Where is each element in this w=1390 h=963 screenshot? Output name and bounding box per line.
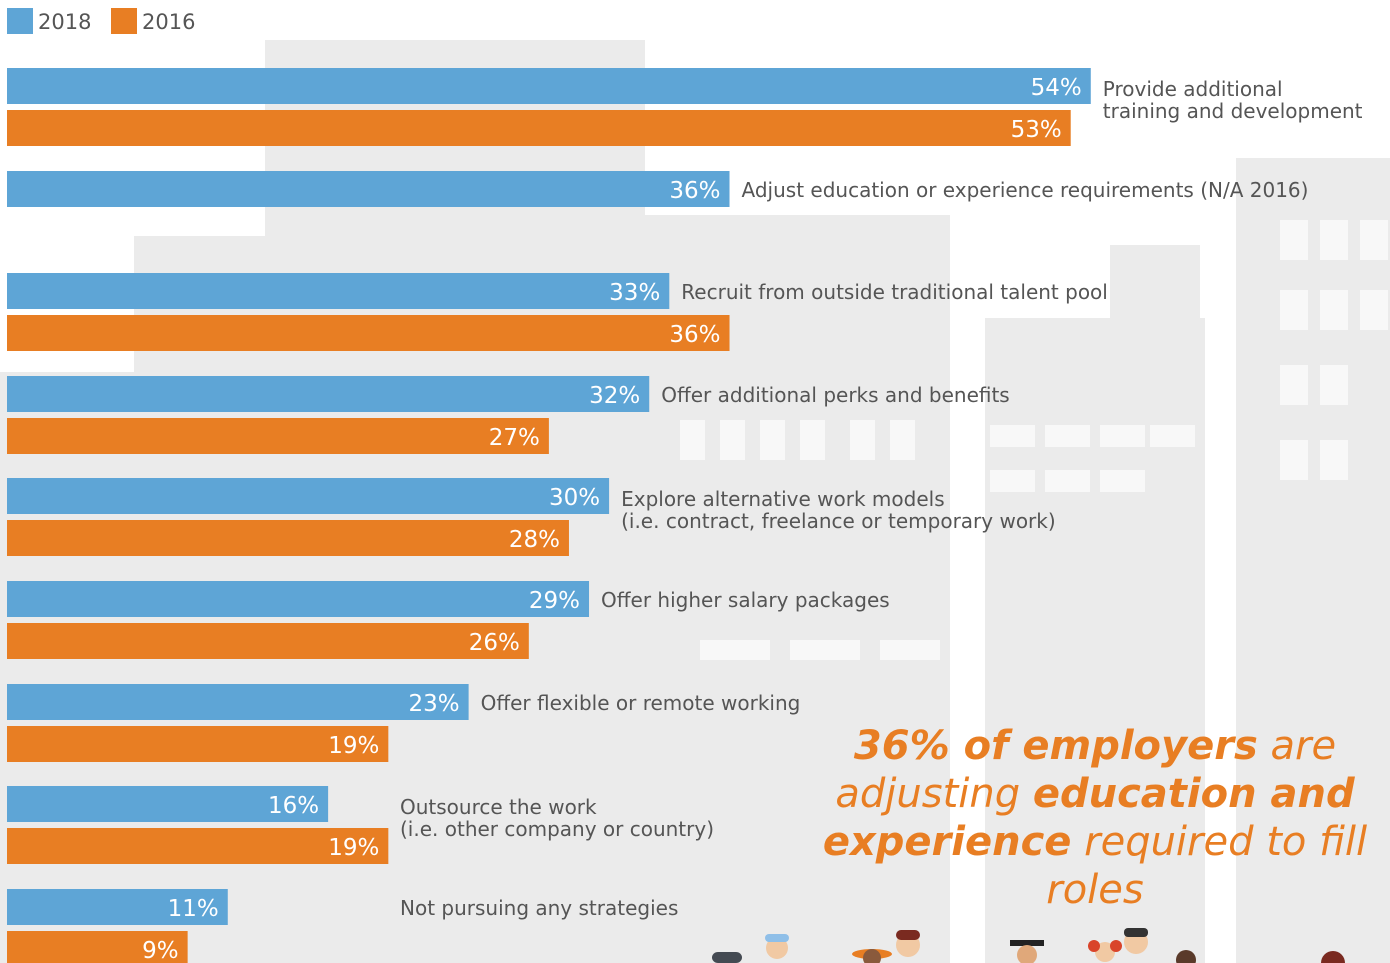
people-illustration [712,928,1345,963]
bar-value-label: 16% [268,793,319,819]
category-label: (i.e. contract, freelance or temporary w… [621,509,1056,533]
callout-text: 36% of employers are adjusting education … [800,722,1390,914]
bar-value-label: 27% [489,425,540,451]
bar-value-label: 36% [669,322,720,348]
bar-value-label: 19% [328,835,379,861]
person-figure [1176,950,1196,963]
bar-2018 [7,684,469,720]
category-label: Adjust education or experience requireme… [742,178,1309,202]
bar-value-label: 54% [1031,75,1082,101]
bar-2016 [7,726,389,762]
bar-2018 [7,68,1091,104]
bar-value-label: 9% [142,938,179,963]
category-label: Offer higher salary packages [601,588,890,612]
bar-2016 [7,110,1071,146]
bar-2016 [7,520,569,556]
bar-value-label: 29% [529,588,580,614]
category-label: Recruit from outside traditional talent … [681,280,1108,304]
bar-value-label: 36% [669,178,720,204]
category-label: Offer flexible or remote working [481,691,801,715]
person-figure [1017,945,1037,963]
bar-2018 [7,889,228,925]
category-label: Provide additional [1103,77,1283,101]
bar-value-label: 19% [328,733,379,759]
bar-value-label: 53% [1011,117,1062,143]
person-figure [1010,940,1044,946]
person-figure [766,937,788,959]
person-figure [1110,940,1122,952]
callout-part: 36% of employers [853,723,1258,769]
legend-label: 2016 [142,10,195,34]
legend-swatch [7,8,33,34]
bar-2016 [7,931,188,963]
callout-part: required to fill roles [1046,819,1368,913]
bar-value-label: 11% [168,896,219,922]
callout-part: experience [822,819,1072,865]
person-figure [896,930,920,940]
bar-2018 [7,478,610,514]
bar-2018 [7,786,329,822]
person-figure [1088,940,1100,952]
bar-2016 [7,623,529,659]
callout-part: are [1257,723,1337,769]
category-label: (i.e. other company or country) [400,817,714,841]
bar-2018 [7,171,730,207]
category-label: training and development [1103,99,1363,123]
bar-value-label: 23% [408,691,459,717]
legend: 2018 2016 [7,8,195,34]
legend-swatch [111,8,137,34]
person-figure [765,934,789,942]
callout-part: adjusting [835,771,1033,817]
skyline-windows [680,220,1388,660]
bar-2016 [7,315,730,351]
category-label: Outsource the work [400,795,597,819]
bar-value-label: 32% [589,383,640,409]
bar-value-label: 26% [469,630,520,656]
bar-value-label: 28% [509,527,560,553]
bar-2016 [7,418,549,454]
person-figure [1095,942,1115,962]
person-figure [1124,928,1148,937]
bar-2018 [7,581,590,617]
bar-value-label: 33% [609,280,660,306]
legend-label: 2018 [38,10,91,34]
bar-value-label: 30% [549,485,600,511]
category-label: Explore alternative work models [621,487,945,511]
callout-part: education and [1032,771,1355,817]
category-label: Not pursuing any strategies [400,896,678,920]
person-figure [712,952,742,963]
bar-2018 [7,273,670,309]
bar-2018 [7,376,650,412]
person-figure [863,949,881,963]
person-figure [1321,951,1345,963]
bar-2016 [7,828,389,864]
category-label: Offer additional perks and benefits [661,383,1010,407]
